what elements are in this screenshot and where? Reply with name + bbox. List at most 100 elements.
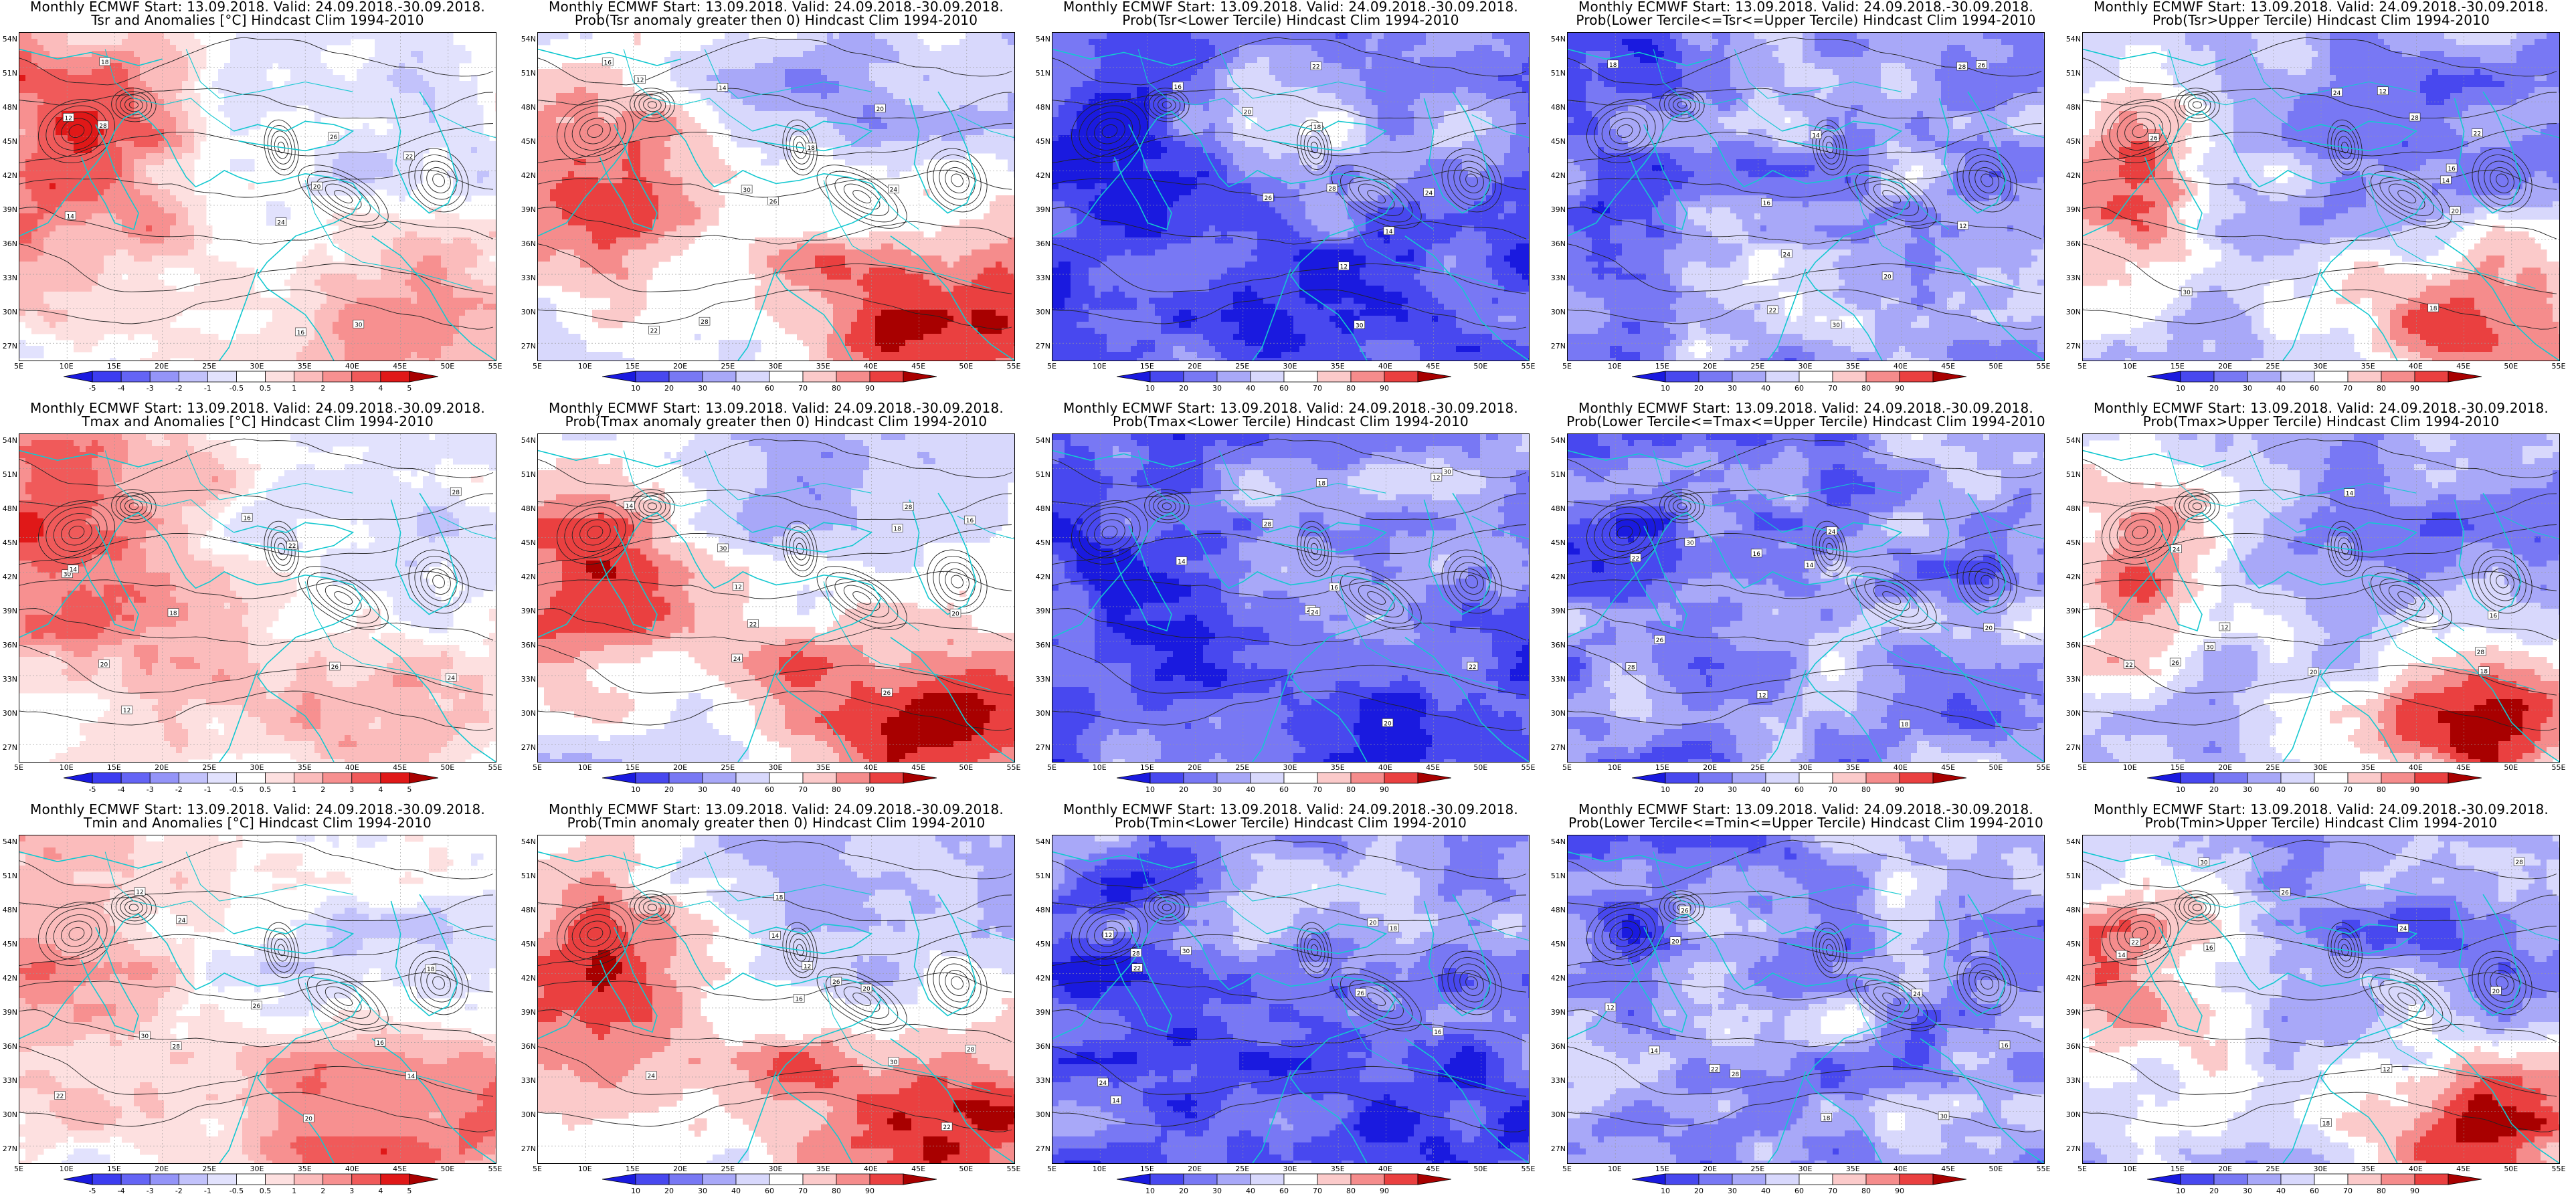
latitude-label: 39N	[1550, 607, 1566, 615]
colorbar-tick-label: 10	[1655, 1187, 1675, 1195]
field-shading	[19, 33, 496, 361]
latitude-label: 39N	[2065, 607, 2081, 615]
colorbar-tick-label: 40	[726, 384, 746, 393]
coastlines	[1568, 851, 2044, 1163]
latitude-label: 42N	[520, 974, 536, 983]
longitude-label: 20E	[1185, 1165, 1205, 1173]
colorbar	[1632, 772, 1966, 784]
map-panel: Monthly ECMWF Start: 13.09.2018. Valid: …	[0, 401, 515, 803]
latitude-label: 39N	[1034, 205, 1050, 214]
colorbar-tick-label: 90	[1374, 1187, 1394, 1195]
longitude-label: 30E	[2310, 1165, 2330, 1173]
colorbar-tick-label: 10	[626, 384, 646, 393]
colorbar-tick-label: 80	[826, 1187, 846, 1195]
longitude-label: 40E	[1890, 362, 1910, 371]
latitude-label: 51N	[1, 69, 17, 78]
map-panel: Monthly ECMWF Start: 13.09.2018. Valid: …	[519, 401, 1034, 803]
colorbar-tick-label: 40	[1756, 1187, 1776, 1195]
panel-title: Monthly ECMWF Start: 13.09.2018. Valid: …	[0, 401, 515, 428]
latitude-label: 27N	[1550, 743, 1566, 752]
latitude-label: 36N	[1, 1042, 17, 1051]
longitude-label: 20E	[670, 763, 691, 772]
colorbar-tick-label: 30	[1207, 1187, 1227, 1195]
longitude-label: 40E	[860, 362, 881, 371]
longitude-label: 45E	[1938, 1165, 1958, 1173]
latitude-label: 54N	[1034, 837, 1050, 846]
colorbar-tick-label: -2	[169, 384, 189, 393]
longitude-label: 30E	[1280, 763, 1300, 772]
longitude-label: 55E	[2549, 1165, 2569, 1173]
colorbar-tick-label: -2	[169, 1187, 189, 1195]
longitude-label: 50E	[1471, 1165, 1491, 1173]
longitude-label: 25E	[1232, 1165, 1253, 1173]
longitude-label: 20E	[1700, 763, 1720, 772]
svg-text:20: 20	[313, 184, 321, 191]
latitude-label: 36N	[1550, 641, 1566, 649]
map-area: 26283012141618202224	[1052, 433, 1530, 763]
latitude-label: 33N	[1, 675, 17, 684]
panel-title: Monthly ECMWF Start: 13.09.2018. Valid: …	[0, 0, 515, 27]
colorbar	[1117, 772, 1451, 784]
latitude-label: 54N	[520, 436, 536, 445]
panel-title-line1: Monthly ECMWF Start: 13.09.2018. Valid: …	[519, 401, 1034, 415]
colorbar-tick-label: 30	[2237, 785, 2258, 794]
panel-title-line2: Prob(Tmax<Lower Tercile) Hindcast Clim 1…	[1033, 415, 1548, 428]
longitude-label: 15E	[1137, 362, 1157, 371]
colorbar-tick-label: 10	[1140, 1187, 1160, 1195]
longitude-label: 50E	[438, 362, 458, 371]
map-area: 16 18 20 22 24 26 28 30 12 14	[1052, 835, 1530, 1164]
colorbar-tick-label: 60	[1789, 785, 1809, 794]
map-area: 24 26 28 30 12 14 16 18 20 22	[537, 433, 1015, 763]
map-area: 12 14 16 18 20 22 24 26 28 30	[19, 32, 496, 361]
longitude-label: 10E	[1089, 1165, 1109, 1173]
latitude-label: 42N	[1550, 974, 1566, 983]
colorbar-tick-label: 70	[793, 384, 813, 393]
latitude-label: 30N	[520, 709, 536, 718]
colorbar-tick-label: 10	[1140, 785, 1160, 794]
latitude-label: 30N	[2065, 709, 2081, 718]
colorbar-tick-label: 70	[1307, 785, 1327, 794]
panel-title-line2: Prob(Tmin>Upper Tercile) Hindcast Clim 1…	[2063, 816, 2576, 829]
panel-title-line1: Monthly ECMWF Start: 13.09.2018. Valid: …	[2063, 803, 2576, 816]
latitude-label: 30N	[2065, 1110, 2081, 1119]
colorbar-tick-label: 80	[2371, 1187, 2391, 1195]
panel-title-line2: Prob(Tmax>Upper Tercile) Hindcast Clim 1…	[2063, 415, 2576, 428]
panel-title-line1: Monthly ECMWF Start: 13.09.2018. Valid: …	[1033, 0, 1548, 13]
colorbar-tick-label: 40	[2271, 1187, 2291, 1195]
colorbar	[602, 371, 937, 383]
colorbar-tick-label: 60	[1274, 384, 1294, 393]
longitude-label: 5E	[9, 1165, 29, 1173]
latitude-label: 36N	[520, 1042, 536, 1051]
colorbar-tick-label: 30	[1722, 384, 1742, 393]
longitude-label: 55E	[1518, 1165, 1538, 1173]
colorbar	[1117, 1173, 1451, 1185]
panel-title-line2: Prob(Tsr>Upper Tercile) Hindcast Clim 19…	[2063, 13, 2576, 27]
colorbar-tick-label: 40	[726, 1187, 746, 1195]
colorbar-tick-label: 20	[1174, 384, 1194, 393]
colorbar-tick-label: 90	[860, 785, 880, 794]
map-plot: 26283012141618202224	[1052, 434, 1529, 762]
longitude-label: 35E	[813, 1165, 833, 1173]
latitude-label: 42N	[1, 573, 17, 581]
colorbar-tick-label: 90	[2405, 384, 2425, 393]
latitude-label: 54N	[520, 35, 536, 43]
longitude-label: 20E	[152, 763, 172, 772]
colorbar-tick-label: 1	[284, 384, 304, 393]
latitude-label: 36N	[520, 641, 536, 649]
longitude-label: 25E	[199, 763, 219, 772]
longitude-label: 30E	[765, 362, 786, 371]
latitude-label: 51N	[1550, 69, 1566, 78]
latitude-label: 51N	[2065, 69, 2081, 78]
colorbar-tick-label: 20	[1689, 384, 1709, 393]
map-panel: Monthly ECMWF Start: 13.09.2018. Valid: …	[1548, 0, 2063, 401]
longitude-label: 50E	[1986, 362, 2006, 371]
latitude-label: 30N	[2065, 308, 2081, 316]
colorbar-tick-label: 5	[399, 1187, 420, 1195]
longitude-label: 50E	[2501, 1165, 2521, 1173]
colorbar-tick-label: 80	[826, 785, 846, 794]
map-panel: Monthly ECMWF Start: 13.09.2018. Valid: …	[2063, 803, 2576, 1204]
field-shading	[1052, 33, 1529, 361]
colorbar-tick-label: 40	[2271, 384, 2291, 393]
longitude-label: 20E	[2215, 763, 2235, 772]
longitude-label: 10E	[575, 763, 595, 772]
